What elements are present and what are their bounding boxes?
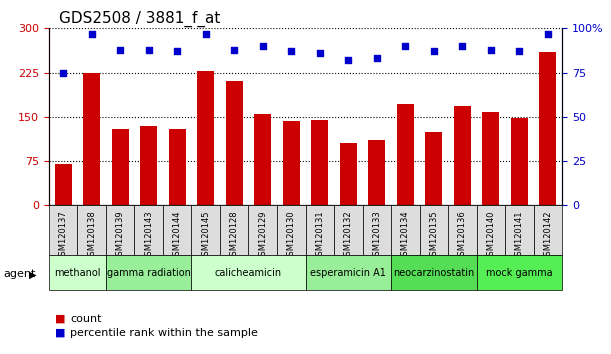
- Point: [287, 48, 296, 54]
- Text: ▶: ▶: [29, 269, 37, 279]
- Text: GSM120142: GSM120142: [543, 210, 552, 261]
- Text: ■: ■: [55, 328, 65, 338]
- Point: [115, 47, 125, 52]
- Text: GSM120135: GSM120135: [430, 210, 438, 261]
- Bar: [540, 52, 557, 205]
- Bar: [254, 114, 271, 205]
- Text: GSM120140: GSM120140: [486, 210, 496, 261]
- Bar: [197, 71, 214, 205]
- Text: count: count: [70, 314, 102, 324]
- Bar: [448, 205, 477, 255]
- Text: GSM120139: GSM120139: [115, 210, 125, 261]
- Text: GDS2508 / 3881_f_at: GDS2508 / 3881_f_at: [59, 11, 221, 27]
- Bar: [511, 118, 528, 205]
- Text: GSM120132: GSM120132: [344, 210, 353, 261]
- Point: [343, 57, 353, 63]
- Bar: [140, 126, 157, 205]
- Bar: [368, 141, 386, 205]
- Point: [486, 47, 496, 52]
- Text: esperamicin A1: esperamicin A1: [310, 268, 386, 278]
- Point: [87, 31, 97, 36]
- Bar: [391, 255, 477, 290]
- Bar: [340, 143, 357, 205]
- Bar: [362, 205, 391, 255]
- Bar: [220, 205, 249, 255]
- Point: [372, 56, 382, 61]
- Text: GSM120138: GSM120138: [87, 210, 96, 261]
- Text: methanol: methanol: [54, 268, 101, 278]
- Text: gamma radiation: gamma radiation: [107, 268, 191, 278]
- Text: GSM120141: GSM120141: [515, 210, 524, 261]
- Bar: [134, 205, 163, 255]
- Text: neocarzinostatin: neocarzinostatin: [393, 268, 474, 278]
- Bar: [112, 129, 129, 205]
- Text: GSM120143: GSM120143: [144, 210, 153, 261]
- Bar: [397, 104, 414, 205]
- Point: [400, 43, 410, 49]
- Text: ■: ■: [55, 314, 65, 324]
- Point: [458, 43, 467, 49]
- Point: [58, 70, 68, 75]
- Text: GSM120131: GSM120131: [315, 210, 324, 261]
- Text: GSM120137: GSM120137: [59, 210, 68, 261]
- Bar: [477, 255, 562, 290]
- Point: [514, 48, 524, 54]
- Text: agent: agent: [3, 269, 35, 279]
- Bar: [249, 205, 277, 255]
- Text: GSM120145: GSM120145: [201, 210, 210, 261]
- Bar: [306, 255, 391, 290]
- Bar: [425, 132, 442, 205]
- Point: [229, 47, 239, 52]
- Text: percentile rank within the sample: percentile rank within the sample: [70, 328, 258, 338]
- Point: [429, 48, 439, 54]
- Bar: [169, 129, 186, 205]
- Point: [543, 31, 553, 36]
- Bar: [191, 255, 306, 290]
- Text: GSM120133: GSM120133: [372, 210, 381, 261]
- Bar: [505, 205, 533, 255]
- Bar: [391, 205, 420, 255]
- Bar: [106, 205, 134, 255]
- Text: GSM120130: GSM120130: [287, 210, 296, 261]
- Bar: [533, 205, 562, 255]
- Text: GSM120136: GSM120136: [458, 210, 467, 261]
- Bar: [334, 205, 362, 255]
- Bar: [477, 205, 505, 255]
- Bar: [106, 255, 191, 290]
- Bar: [420, 205, 448, 255]
- Bar: [277, 205, 306, 255]
- Point: [201, 31, 211, 36]
- Bar: [306, 205, 334, 255]
- Point: [258, 43, 268, 49]
- Bar: [311, 120, 328, 205]
- Point: [144, 47, 153, 52]
- Bar: [191, 205, 220, 255]
- Text: GSM120144: GSM120144: [173, 210, 181, 261]
- Point: [315, 50, 324, 56]
- Bar: [78, 205, 106, 255]
- Bar: [482, 112, 499, 205]
- Bar: [49, 205, 78, 255]
- Bar: [54, 164, 71, 205]
- Text: calicheamicin: calicheamicin: [215, 268, 282, 278]
- Bar: [283, 121, 300, 205]
- Point: [172, 48, 182, 54]
- Bar: [163, 205, 191, 255]
- Text: GSM120134: GSM120134: [401, 210, 410, 261]
- Text: GSM120128: GSM120128: [230, 210, 239, 261]
- Bar: [454, 106, 471, 205]
- Text: GSM120129: GSM120129: [258, 210, 267, 261]
- Bar: [83, 73, 100, 205]
- Bar: [225, 81, 243, 205]
- Bar: [49, 255, 106, 290]
- Text: mock gamma: mock gamma: [486, 268, 553, 278]
